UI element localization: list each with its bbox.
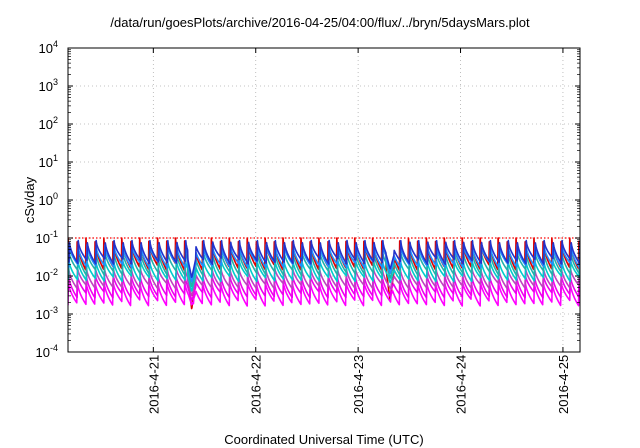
y-tick-label: 101 [39,153,58,170]
y-axis-ticks: 10-4 10-3 10-2 10-1 100 101 102 103 104 [36,39,580,360]
x-tick-label: 2016-4-24 [454,355,469,414]
y-tick-label: 103 [39,77,58,94]
y-axis-label: cSv/day [22,176,37,223]
y-tick-label: 10-3 [36,305,58,322]
x-axis-ticks: 2016-4-21 2016-4-22 2016-4-23 2016-4-24 2016… [146,48,571,414]
x-axis-label: Coordinated Universal Time (UTC) [224,432,423,447]
data-series [68,237,580,310]
series-line [68,279,580,307]
chart-title: /data/run/goesPlots/archive/2016-04-25/0… [110,15,530,30]
grid-lines [68,48,580,352]
x-tick-label: 2016-4-23 [351,355,366,414]
series-line [68,243,580,283]
series-line [68,265,580,297]
series-line [68,257,580,292]
y-tick-label: 100 [39,191,58,208]
y-tick-label: 104 [39,39,58,56]
series-line [68,272,580,301]
y-tick-label: 10-2 [36,267,58,284]
y-tick-label: 102 [39,115,58,132]
series-line [68,249,580,288]
series-line [68,239,580,278]
x-tick-label: 2016-4-25 [556,355,571,414]
x-tick-label: 2016-4-22 [249,355,264,414]
y-tick-label: 10-1 [36,229,58,246]
y-tick-label: 10-4 [36,343,58,360]
x-tick-label: 2016-4-21 [146,355,161,414]
